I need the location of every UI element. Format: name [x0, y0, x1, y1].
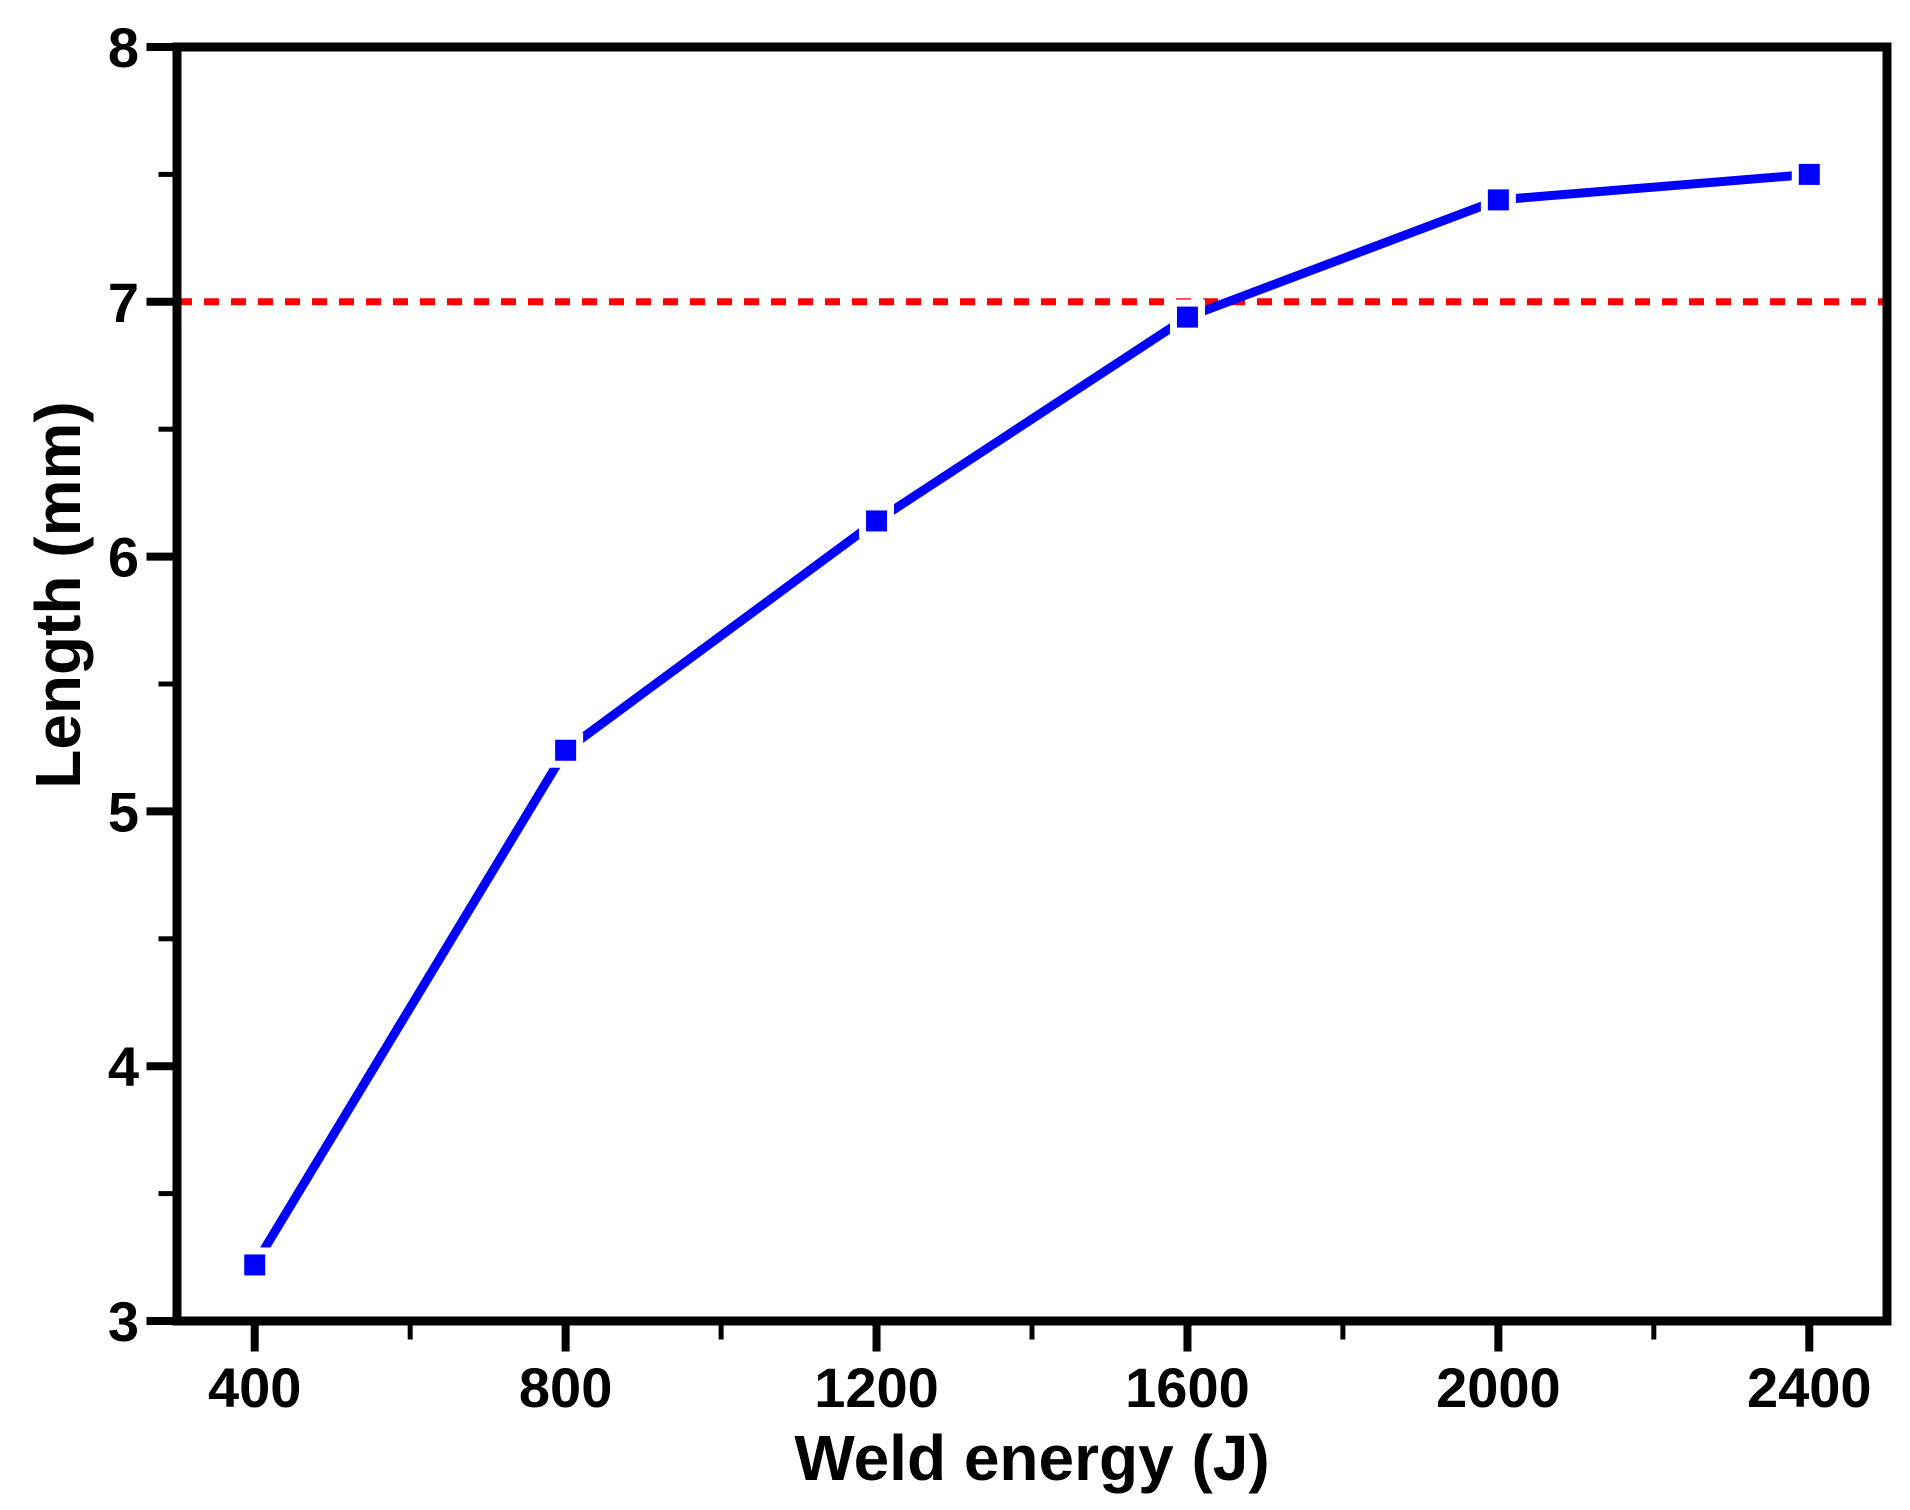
x-axis-tick-label: 2400 [1747, 1356, 1872, 1419]
tick-labels-layer: 400 800 1200 1600 2000 2400 3 4 5 6 7 8 [108, 16, 1872, 1419]
data-point-marker [1169, 299, 1205, 335]
axes-layer [172, 42, 1892, 1326]
y-axis-tick-label: 8 [108, 16, 139, 79]
x-axis-tick-label: 800 [519, 1356, 612, 1419]
ticks-layer [146, 43, 1814, 1352]
data-point-marker [859, 503, 895, 539]
y-axis-tick-label: 3 [108, 1290, 139, 1353]
series-line [250, 169, 1810, 1268]
data-point-marker [1791, 156, 1827, 192]
y-axis-tick-label: 4 [108, 1035, 139, 1098]
x-axis-tick-label: 2000 [1436, 1356, 1561, 1419]
series-layer [237, 156, 1827, 1283]
plot-frame [172, 42, 1892, 1326]
x-axis-tick-label: 400 [208, 1356, 301, 1419]
x-axis-title: Weld energy (J) [794, 1422, 1269, 1494]
y-axis-title: Length (mm) [22, 401, 94, 789]
y-axis-tick-label: 6 [108, 526, 139, 589]
x-axis-tick-label: 1200 [814, 1356, 939, 1419]
x-axis-tick-label: 1600 [1125, 1356, 1250, 1419]
y-axis-tick-label: 5 [108, 780, 139, 843]
y-axis-tick-label: 7 [108, 271, 139, 334]
data-point-marker [1480, 182, 1516, 218]
data-point-marker [237, 1247, 273, 1283]
data-point-marker [548, 732, 584, 768]
